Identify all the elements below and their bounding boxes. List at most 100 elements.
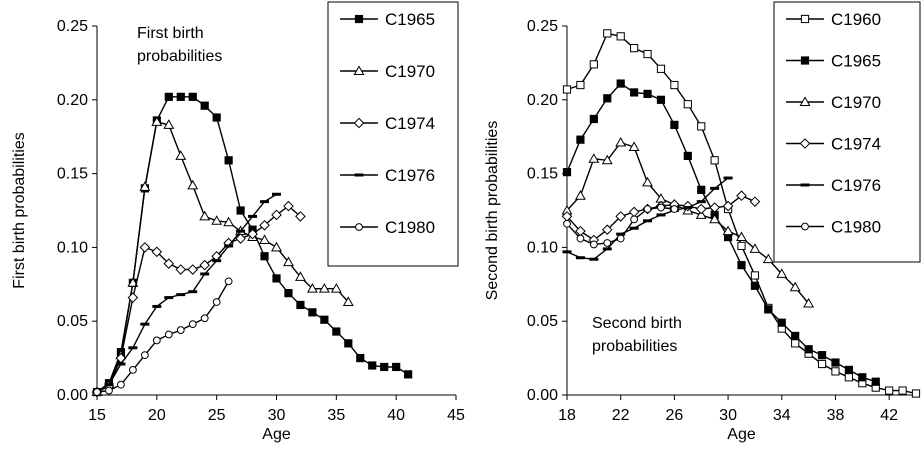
legend-marker xyxy=(801,222,809,231)
legend: C1960 C1965 C1970 C1974 C1976 C1980 xyxy=(773,1,921,263)
data-point xyxy=(187,264,199,275)
data-point xyxy=(260,252,269,261)
x-axis-label: Age xyxy=(262,426,291,443)
data-point xyxy=(199,259,211,271)
data-point xyxy=(127,292,139,303)
y-tick-label: 0.00 xyxy=(527,387,558,404)
legend-label: C1970 xyxy=(831,93,881,112)
x-tick-label: 20 xyxy=(148,407,166,424)
data-point xyxy=(911,389,921,398)
data-point xyxy=(200,314,209,323)
data-point xyxy=(223,216,235,227)
data-point xyxy=(737,261,746,270)
legend-label: C1965 xyxy=(831,52,881,71)
x-tick-label: 38 xyxy=(827,407,845,424)
data-point xyxy=(803,297,815,308)
series-C1970 xyxy=(91,116,354,396)
data-point xyxy=(200,101,209,110)
data-point xyxy=(306,283,318,293)
x-tick-label: 30 xyxy=(719,407,737,424)
data-point xyxy=(199,210,211,221)
data-point xyxy=(175,150,187,160)
data-point xyxy=(224,277,233,286)
legend-label: C1974 xyxy=(831,135,881,154)
data-point xyxy=(804,345,813,354)
data-point xyxy=(271,209,282,221)
data-point xyxy=(140,351,149,360)
chart-panel-1: 0.00 0.05 0.10 0.15 0.20 0.25 15 20 25 30 35 40 45 Ag… xyxy=(11,1,465,443)
data-point xyxy=(212,298,221,306)
data-point xyxy=(283,200,294,212)
data-point xyxy=(163,119,175,129)
data-point xyxy=(576,234,585,243)
data-point xyxy=(576,135,585,144)
data-point xyxy=(139,181,151,191)
data-point xyxy=(630,88,639,97)
data-point xyxy=(247,228,258,240)
data-point xyxy=(601,224,613,235)
y-tick-label: 0.15 xyxy=(527,166,558,183)
data-point xyxy=(187,179,199,190)
data-point xyxy=(844,365,853,375)
data-point xyxy=(163,258,175,269)
data-point xyxy=(616,32,625,41)
data-point xyxy=(259,219,270,231)
data-point xyxy=(670,120,679,129)
data-point xyxy=(151,116,163,126)
data-point xyxy=(589,114,598,124)
legend-box xyxy=(773,1,921,263)
data-point xyxy=(284,289,293,298)
data-point xyxy=(628,141,640,151)
data-point xyxy=(615,211,626,222)
data-point xyxy=(563,219,571,228)
data-point xyxy=(224,156,233,165)
series-line xyxy=(96,193,277,393)
legend: C1965 C1970 C1974 C1976 C1980 xyxy=(327,1,459,267)
data-point xyxy=(320,315,329,324)
legend-label: C1976 xyxy=(385,166,435,185)
legend-label: C1980 xyxy=(831,218,881,237)
data-point xyxy=(831,367,840,376)
series-C1980 xyxy=(563,203,679,249)
legend-label: C1965 xyxy=(385,10,435,29)
data-point xyxy=(175,264,187,275)
data-point xyxy=(562,168,572,177)
data-point xyxy=(683,151,692,160)
data-point xyxy=(722,225,734,236)
data-point xyxy=(750,271,760,280)
data-point xyxy=(628,206,640,218)
legend-marker xyxy=(800,14,810,24)
legend-label: C1980 xyxy=(385,218,435,237)
data-point xyxy=(295,211,306,222)
data-point xyxy=(127,277,139,287)
data-point xyxy=(129,366,137,374)
legend-label: C1970 xyxy=(385,62,435,81)
data-point xyxy=(272,274,281,283)
data-point xyxy=(236,206,245,215)
data-point xyxy=(139,242,151,253)
data-point xyxy=(736,190,747,202)
series-line xyxy=(566,141,810,304)
series-line xyxy=(96,205,301,393)
data-point xyxy=(736,231,747,242)
x-tick-label: 30 xyxy=(268,407,286,424)
data-point xyxy=(670,205,679,213)
data-point xyxy=(392,362,401,372)
data-point xyxy=(670,80,679,90)
data-point xyxy=(762,253,774,264)
x-tick-label: 25 xyxy=(208,407,226,424)
series-line xyxy=(96,280,230,393)
data-point xyxy=(749,243,761,253)
data-point xyxy=(562,85,572,94)
data-point xyxy=(589,240,598,249)
data-point xyxy=(308,308,317,317)
x-tick-label: 26 xyxy=(665,407,683,424)
data-point xyxy=(271,241,282,252)
data-point xyxy=(404,370,413,379)
series-C1974 xyxy=(91,200,306,398)
annotation-text: Second birth xyxy=(592,315,682,332)
y-tick-label: 0.05 xyxy=(57,313,88,330)
y-axis-label: Second birth probabilities xyxy=(484,121,501,301)
data-point xyxy=(164,92,173,101)
